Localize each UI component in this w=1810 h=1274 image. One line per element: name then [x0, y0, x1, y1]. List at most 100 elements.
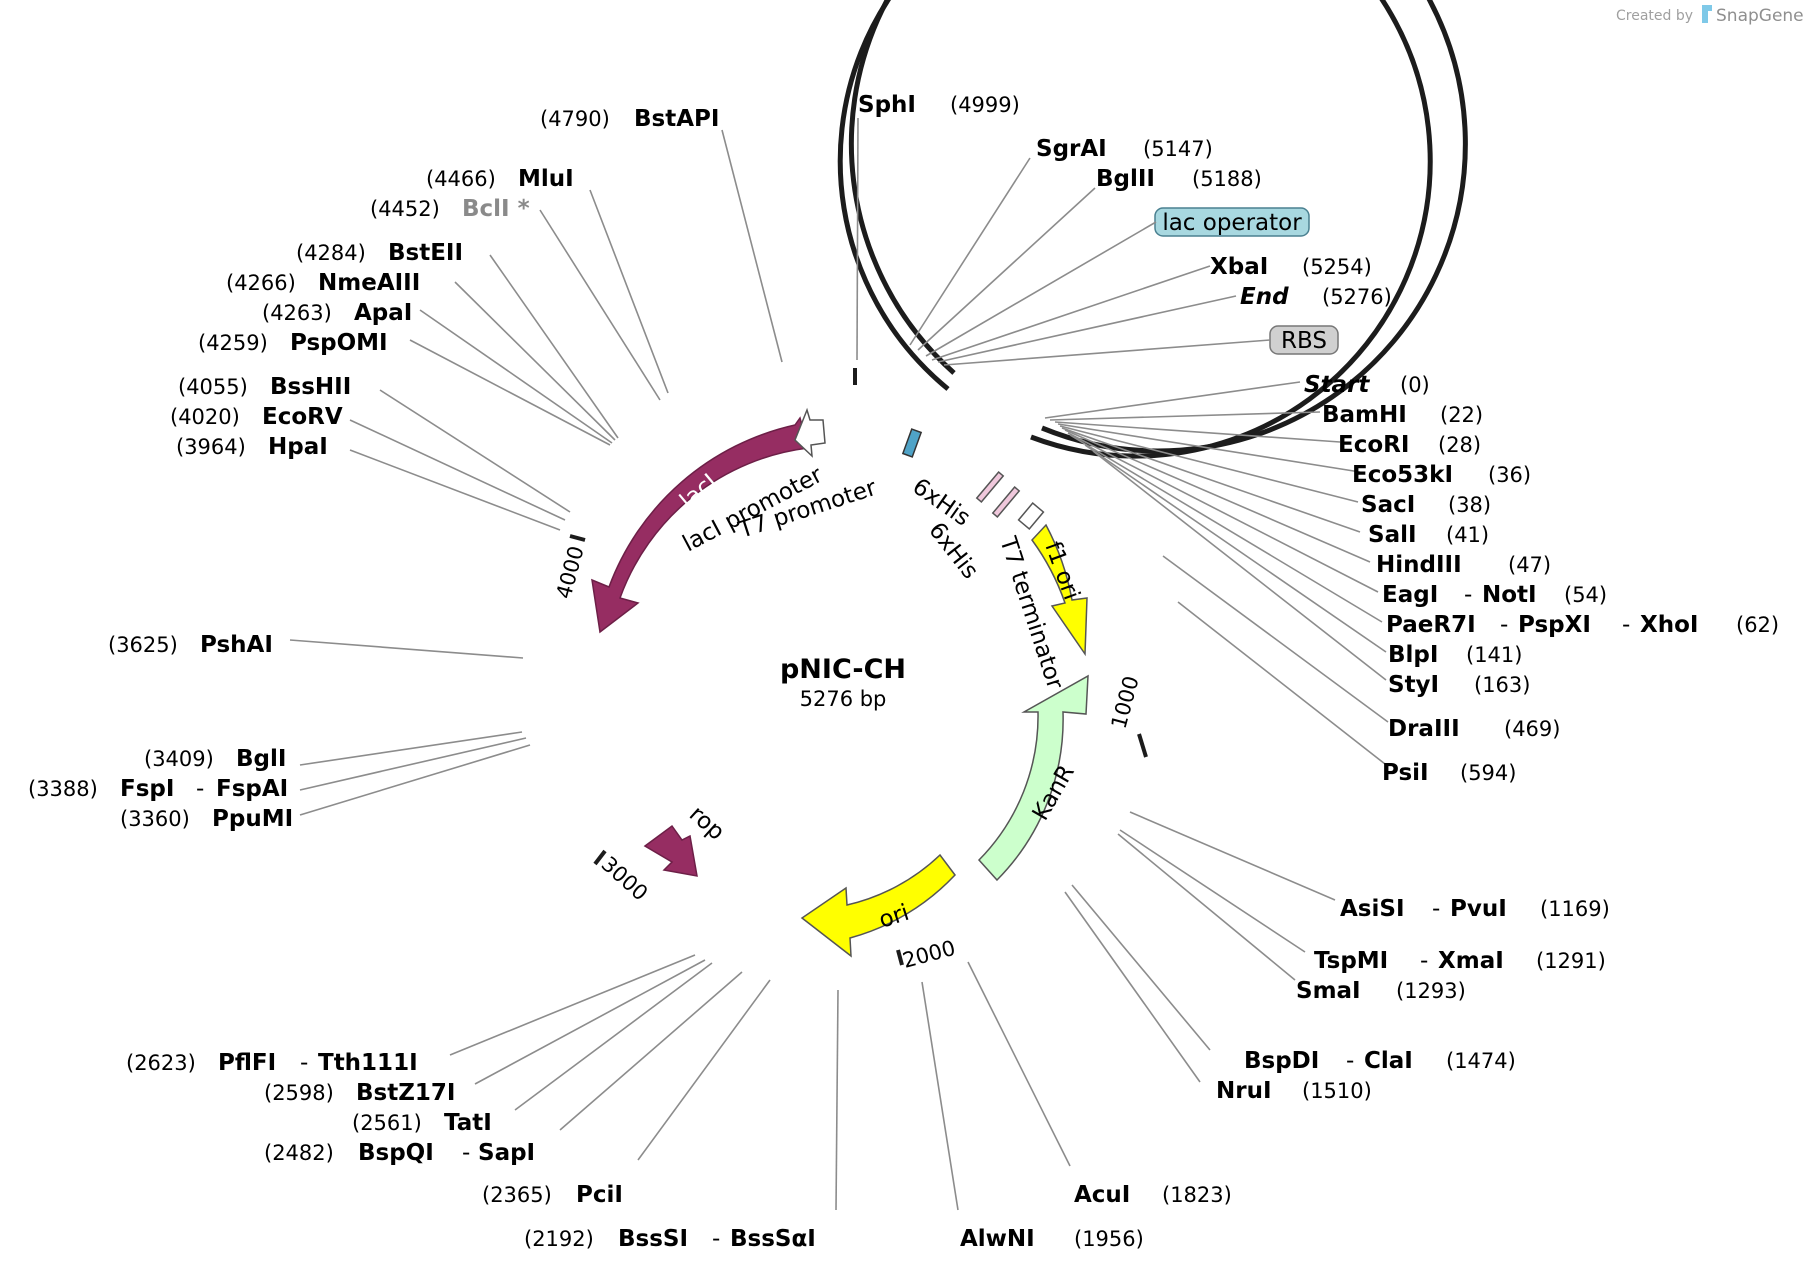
site-PaeR7I[interactable]: PaeR7I: [1386, 612, 1476, 638]
site-SapI[interactable]: SapI: [478, 1140, 535, 1166]
feature-rop[interactable]: [643, 824, 698, 877]
site-BlpI[interactable]: BlpI: [1388, 642, 1438, 668]
site-SalI[interactable]: SalI: [1368, 522, 1417, 548]
site-pos-AsiSI: (1169): [1540, 897, 1610, 921]
site-TspMI[interactable]: TspMI: [1314, 948, 1388, 974]
site-NmeAIII[interactable]: NmeAIII: [318, 270, 420, 296]
feature-f1-ori[interactable]: [1031, 523, 1088, 657]
site-pos-PshAI: (3625): [108, 633, 178, 657]
svg-text:-: -: [196, 776, 204, 802]
site-EcoRI[interactable]: EcoRI: [1338, 432, 1409, 458]
plasmid-length: 5276 bp: [800, 687, 887, 711]
site-StyI[interactable]: StyI: [1388, 672, 1439, 698]
site-PshAI[interactable]: PshAI: [200, 632, 273, 658]
site-BssHII[interactable]: BssHII: [270, 374, 351, 400]
site-pos-SalI: (41): [1446, 523, 1489, 547]
credit-brand: SnapGene: [1716, 6, 1804, 26]
tick-label-1000: 1000: [1107, 673, 1144, 731]
tick-label-3000: 3000: [597, 852, 653, 906]
site-PvuI[interactable]: PvuI: [1450, 896, 1507, 922]
credit-created-by: Created by: [1616, 8, 1693, 24]
site-pos-EagI: (54): [1564, 583, 1607, 607]
site-PsiI[interactable]: PsiI: [1382, 760, 1429, 786]
site-AlwNI[interactable]: AlwNI: [960, 1226, 1035, 1252]
site-TatI[interactable]: TatI: [444, 1110, 492, 1136]
feature-T7-terminator-box[interactable]: [1017, 502, 1045, 530]
site-End[interactable]: End: [1240, 284, 1289, 310]
site-EagI[interactable]: EagI: [1382, 582, 1438, 608]
site-AsiSI[interactable]: AsiSI: [1340, 896, 1405, 922]
tick-2000: [896, 949, 904, 966]
site-BstEII[interactable]: BstEII: [388, 240, 463, 266]
feature-KanR[interactable]: [977, 674, 1089, 882]
site-AcuI[interactable]: AcuI: [1074, 1182, 1130, 1208]
tick-1000: [1137, 733, 1148, 758]
snapgene-logo-icon: [1702, 5, 1712, 23]
site-XmaI[interactable]: XmaI: [1438, 948, 1504, 974]
site-PpuMI[interactable]: PpuMI: [212, 806, 293, 832]
site-BssSaI[interactable]: BssSαI: [730, 1226, 816, 1252]
site-NotI[interactable]: NotI: [1482, 582, 1537, 608]
site-SphI[interactable]: SphI: [858, 92, 916, 118]
site-HpaI[interactable]: HpaI: [268, 434, 328, 460]
tick-label-2000: 2000: [900, 936, 958, 973]
site-PciI[interactable]: PciI: [576, 1182, 623, 1208]
svg-text:-: -: [712, 1226, 720, 1252]
lac-operator-label: lac operator: [1162, 210, 1302, 236]
feature-lac-operator-box[interactable]: [901, 428, 923, 458]
site-BssSI[interactable]: BssSI: [618, 1226, 688, 1252]
feature-lacI-promoter[interactable]: [794, 407, 826, 458]
site-pos-FspI: (3388): [28, 777, 98, 801]
site-BamHI[interactable]: BamHI: [1322, 402, 1407, 428]
site-HindIII[interactable]: HindIII: [1376, 552, 1462, 578]
site-BglI[interactable]: BglI: [236, 746, 286, 772]
site-BstZ17I[interactable]: BstZ17I: [356, 1080, 455, 1106]
site-pos-SgrAI: (5147): [1143, 137, 1213, 161]
site-pos-SphI: (4999): [950, 93, 1020, 117]
site-Start[interactable]: Start: [1304, 372, 1370, 398]
site-BspDI[interactable]: BspDI: [1244, 1048, 1319, 1074]
site-ClaI[interactable]: ClaI: [1364, 1048, 1413, 1074]
site-FspI[interactable]: FspI: [120, 776, 174, 802]
site-XhoI[interactable]: XhoI: [1640, 612, 1698, 638]
site-pos-PspOMI: (4259): [198, 331, 268, 355]
tick-4000: [569, 534, 586, 542]
site-XbaI[interactable]: XbaI: [1210, 254, 1268, 280]
site-pos-HindIII: (47): [1508, 553, 1551, 577]
feature-label-6xHis-2: 6xHis: [923, 518, 983, 584]
site-MluI[interactable]: MluI: [518, 166, 574, 192]
site-pos-BstEII: (4284): [296, 241, 366, 265]
site-EcoRV[interactable]: EcoRV: [262, 404, 343, 430]
feature-ori[interactable]: [800, 853, 956, 958]
site-PspOMI[interactable]: PspOMI: [290, 330, 388, 356]
site-NruI[interactable]: NruI: [1216, 1078, 1272, 1104]
site-pos-SmaI: (1293): [1396, 979, 1466, 1003]
site-FspAI[interactable]: FspAI: [216, 776, 288, 802]
site-PspXI[interactable]: PspXI: [1518, 612, 1591, 638]
feature-6xHis-2[interactable]: [991, 485, 1021, 519]
site-SacI[interactable]: SacI: [1361, 492, 1415, 518]
site-BspQI[interactable]: BspQI: [358, 1140, 434, 1166]
site-pos-NmeAIII: (4266): [226, 271, 296, 295]
site-DraIII[interactable]: DraIII: [1388, 716, 1460, 742]
site-PflFI[interactable]: PflFI: [218, 1050, 276, 1076]
site-SgrAI[interactable]: SgrAI: [1036, 136, 1107, 162]
site-Tth111I[interactable]: Tth111I: [318, 1050, 418, 1076]
site-BclI[interactable]: BclI *: [462, 196, 530, 222]
site-pos-BssHII: (4055): [178, 375, 248, 399]
feature-6xHis-1[interactable]: [975, 470, 1005, 504]
site-BglII[interactable]: BglII: [1096, 166, 1155, 192]
site-ApaI[interactable]: ApaI: [354, 300, 412, 326]
site-pos-AcuI: (1823): [1162, 1183, 1232, 1207]
site-pos-DraIII: (469): [1504, 717, 1560, 741]
feature-lacI[interactable]: [591, 416, 809, 634]
site-pos-EcoRI: (28): [1438, 433, 1481, 457]
svg-text:-: -: [1622, 612, 1630, 638]
site-pos-TspMI: (1291): [1536, 949, 1606, 973]
site-pos-Start: (0): [1400, 373, 1430, 397]
site-pos-BstZ17I: (2598): [264, 1081, 334, 1105]
site-SmaI[interactable]: SmaI: [1296, 978, 1361, 1004]
site-BstAPI[interactable]: BstAPI: [634, 106, 719, 132]
site-pos-BamHI: (22): [1440, 403, 1483, 427]
site-Eco53kI[interactable]: Eco53kI: [1352, 462, 1453, 488]
